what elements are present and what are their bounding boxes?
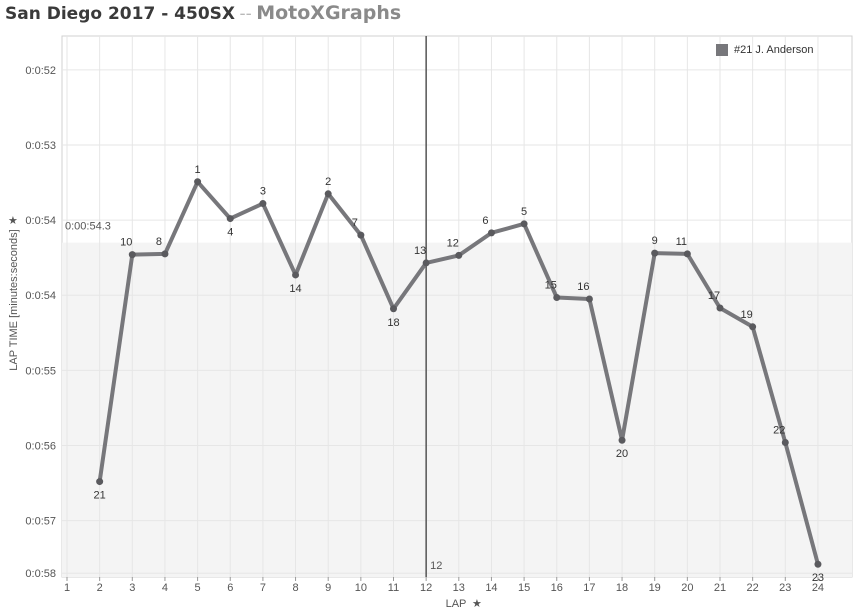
data-point bbox=[259, 200, 267, 208]
data-point bbox=[422, 259, 430, 267]
data-point bbox=[781, 439, 789, 447]
x-tick-label: 16 bbox=[551, 582, 563, 594]
slower-band bbox=[62, 242, 852, 577]
data-point bbox=[96, 478, 104, 486]
data-point bbox=[716, 304, 724, 312]
y-tick-label: 0:0:53 bbox=[25, 140, 56, 152]
x-tick-label: 20 bbox=[681, 582, 693, 594]
legend[interactable]: #21 J. Anderson bbox=[716, 44, 814, 56]
data-point bbox=[814, 560, 822, 568]
legend-swatch bbox=[716, 44, 728, 56]
y-tick-label: 0:0:54 bbox=[25, 215, 56, 227]
x-tick-label: 24 bbox=[812, 582, 824, 594]
data-point bbox=[357, 231, 365, 239]
data-point bbox=[487, 229, 495, 237]
y-tick-label: 0:0:58 bbox=[25, 568, 56, 580]
data-point bbox=[749, 323, 757, 331]
x-tick-label: 3 bbox=[129, 582, 135, 594]
data-point bbox=[390, 305, 397, 313]
data-point bbox=[455, 251, 463, 259]
data-point bbox=[324, 190, 332, 198]
x-tick-label: 5 bbox=[195, 582, 201, 594]
x-tick-label: 12 bbox=[420, 582, 432, 594]
data-point bbox=[128, 251, 136, 259]
data-label: 19 bbox=[741, 309, 753, 321]
x-tick-label: 21 bbox=[714, 582, 726, 594]
data-point bbox=[651, 249, 659, 257]
y-axis-pin-icon: ★ bbox=[8, 215, 18, 227]
x-tick-label: 8 bbox=[292, 582, 298, 594]
data-label: 5 bbox=[521, 206, 527, 218]
x-axis-title: LAP bbox=[446, 598, 467, 610]
x-tick-label: 13 bbox=[453, 582, 465, 594]
x-tick-label: 2 bbox=[97, 582, 103, 594]
data-label: 7 bbox=[352, 217, 358, 229]
data-label: 3 bbox=[260, 186, 266, 198]
x-tick-label: 22 bbox=[747, 582, 759, 594]
y-tick-label: 0:0:57 bbox=[25, 516, 56, 528]
data-label: 9 bbox=[652, 235, 658, 247]
data-label: 16 bbox=[577, 281, 589, 293]
data-point bbox=[553, 293, 561, 301]
x-tick-label: 23 bbox=[779, 582, 791, 594]
reference-label: 0:00:54.3 bbox=[65, 221, 111, 233]
data-label: 10 bbox=[120, 237, 132, 249]
data-label: 23 bbox=[812, 572, 824, 584]
x-tick-label: 15 bbox=[518, 582, 530, 594]
chart-header: San Diego 2017 - 450SX -- MotoXGraphs bbox=[5, 2, 401, 30]
data-label: 6 bbox=[482, 215, 488, 227]
title-separator: -- bbox=[239, 4, 252, 24]
data-label: 14 bbox=[289, 283, 301, 295]
y-tick-label: 0:0:54 bbox=[25, 290, 56, 302]
data-point bbox=[194, 178, 202, 186]
data-label: 1 bbox=[195, 164, 201, 176]
x-tick-label: 9 bbox=[325, 582, 331, 594]
data-label: 13 bbox=[414, 245, 426, 257]
data-label: 12 bbox=[447, 237, 459, 249]
x-tick-label: 4 bbox=[162, 582, 168, 594]
x-tick-label: 18 bbox=[616, 582, 628, 594]
data-point bbox=[520, 220, 528, 228]
brand-title: MotoXGraphs bbox=[256, 2, 402, 24]
x-tick-label: 17 bbox=[583, 582, 595, 594]
data-point bbox=[683, 250, 691, 258]
data-label: 15 bbox=[545, 279, 557, 291]
legend-entry: #21 J. Anderson bbox=[734, 44, 814, 56]
data-point bbox=[585, 295, 593, 303]
data-label: 4 bbox=[227, 227, 233, 239]
data-point bbox=[226, 215, 234, 223]
x-tick-label: 11 bbox=[388, 582, 399, 594]
data-label: 8 bbox=[156, 236, 162, 248]
data-label: 17 bbox=[708, 290, 720, 302]
y-tick-label: 0:0:55 bbox=[25, 365, 56, 377]
data-label: 20 bbox=[616, 448, 628, 460]
data-label: 18 bbox=[387, 317, 399, 329]
x-tick-label: 14 bbox=[485, 582, 497, 594]
data-point bbox=[161, 250, 169, 258]
y-axis-title: LAP TIME [minutes:seconds] bbox=[8, 229, 20, 370]
x-tick-label: 19 bbox=[649, 582, 661, 594]
data-point bbox=[618, 436, 626, 444]
x-tick-label: 10 bbox=[355, 582, 367, 594]
data-label: 2 bbox=[325, 176, 331, 188]
event-title: San Diego 2017 - 450SX bbox=[5, 4, 236, 24]
data-point bbox=[292, 271, 300, 279]
x-tick-label: 7 bbox=[260, 582, 266, 594]
x-axis-pin-icon: ★ bbox=[472, 598, 482, 610]
data-label: 11 bbox=[676, 236, 687, 248]
y-tick-label: 0:0:56 bbox=[25, 441, 56, 453]
data-label: 22 bbox=[773, 425, 785, 437]
y-tick-label: 0:0:52 bbox=[25, 65, 56, 77]
x-tick-label: 1 bbox=[64, 582, 70, 594]
x-tick-label: 6 bbox=[227, 582, 233, 594]
data-label: 21 bbox=[94, 490, 106, 502]
lap-marker-label: 12 bbox=[430, 560, 442, 572]
